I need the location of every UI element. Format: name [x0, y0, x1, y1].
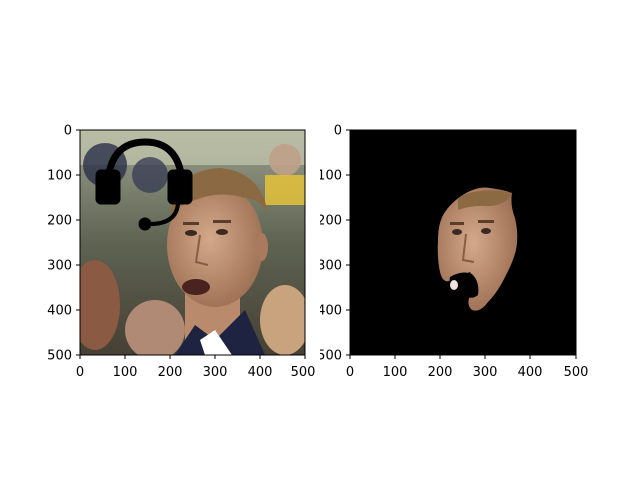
right-y-tick-label: 300 — [320, 259, 342, 274]
right-image-panel: 0 100 200 300 400 500 0 100 200 300 400 … — [320, 0, 640, 480]
left-axes-frame — [79, 129, 306, 356]
left-y-tick-label: 100 — [47, 169, 72, 184]
right-y-tick-label: 0 — [334, 124, 342, 139]
right-plot: 0 100 200 300 400 500 0 100 200 300 400 … — [320, 124, 589, 381]
left-photo — [80, 130, 305, 355]
left-x-tick-label: 200 — [158, 365, 183, 380]
right-x-tick-label: 300 — [473, 365, 498, 380]
left-y-tick-label: 400 — [47, 304, 72, 319]
left-y-tick-label: 0 — [64, 124, 72, 139]
right-axes-frame — [349, 129, 577, 356]
left-plot: 0 100 200 300 400 500 0 100 200 300 400 … — [47, 124, 316, 381]
right-x-tick-label: 500 — [564, 365, 589, 380]
right-masked-photo — [350, 130, 576, 355]
left-y-tick-label: 300 — [47, 259, 72, 274]
right-y-axis — [346, 129, 350, 356]
right-y-tick-label: 200 — [320, 214, 342, 229]
right-y-tick-label: 500 — [320, 349, 342, 364]
right-y-tick-label: 400 — [320, 304, 342, 319]
left-y-axis — [76, 129, 80, 356]
headset-icon — [95, 138, 193, 231]
left-y-tick-label: 200 — [47, 214, 72, 229]
left-x-tick-label: 100 — [113, 365, 138, 380]
left-x-tick-label: 400 — [248, 365, 273, 380]
left-x-tick-label: 300 — [203, 365, 228, 380]
right-x-tick-label: 200 — [428, 365, 453, 380]
right-x-tick-label: 400 — [518, 365, 543, 380]
right-x-tick-label: 100 — [383, 365, 408, 380]
left-y-tick-label: 500 — [47, 349, 72, 364]
left-x-axis — [79, 355, 306, 359]
right-x-axis — [349, 355, 577, 359]
right-y-tick-label: 100 — [320, 169, 342, 184]
right-x-tick-label: 0 — [346, 365, 354, 380]
left-x-tick-label: 500 — [291, 365, 316, 380]
left-x-tick-label: 0 — [76, 365, 84, 380]
left-image-panel: 0 100 200 300 400 500 0 100 200 300 400 … — [47, 124, 316, 381]
